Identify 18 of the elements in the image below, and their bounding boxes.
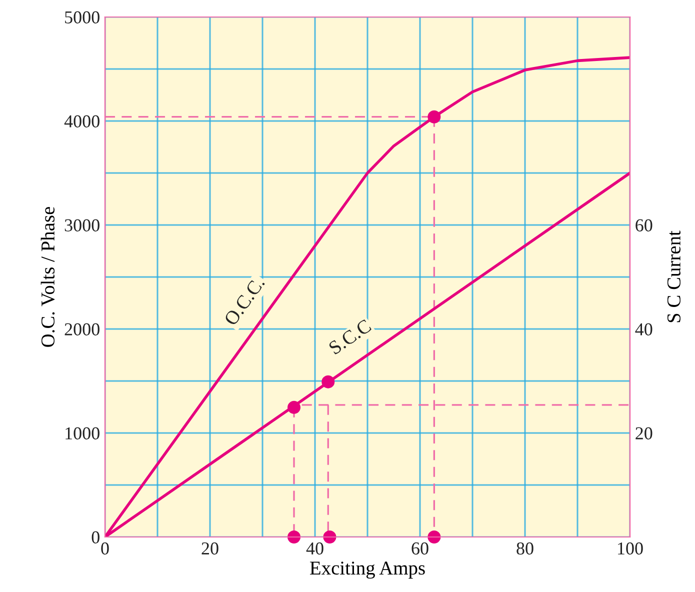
- y-axis-title: O.C. Volts / Phase: [40, 206, 55, 347]
- y-tick-label: 5000: [65, 11, 100, 24]
- x-axis-title: Exciting Amps: [310, 562, 425, 579]
- y-tick-label: 0: [92, 531, 100, 544]
- x-tick-label: 100: [618, 542, 643, 555]
- y-tick-label: 2000: [64, 323, 100, 336]
- x-tick-label: 40: [306, 542, 324, 555]
- y2-axis-title: S C Current: [667, 230, 680, 322]
- y-tick-label: 3000: [64, 219, 100, 232]
- y2-tick-label: 40: [635, 323, 652, 336]
- y2-tick-label: 60: [636, 219, 652, 232]
- y-tick-label: 4000: [64, 115, 100, 128]
- x-tick-label: 60: [412, 542, 428, 555]
- x-tick-label: 80: [516, 542, 534, 555]
- y2-tick-label: 20: [636, 427, 652, 440]
- x-tick-label: 20: [202, 542, 218, 555]
- y-tick-label: 1000: [66, 427, 100, 440]
- x-tick-label: 0: [101, 542, 109, 555]
